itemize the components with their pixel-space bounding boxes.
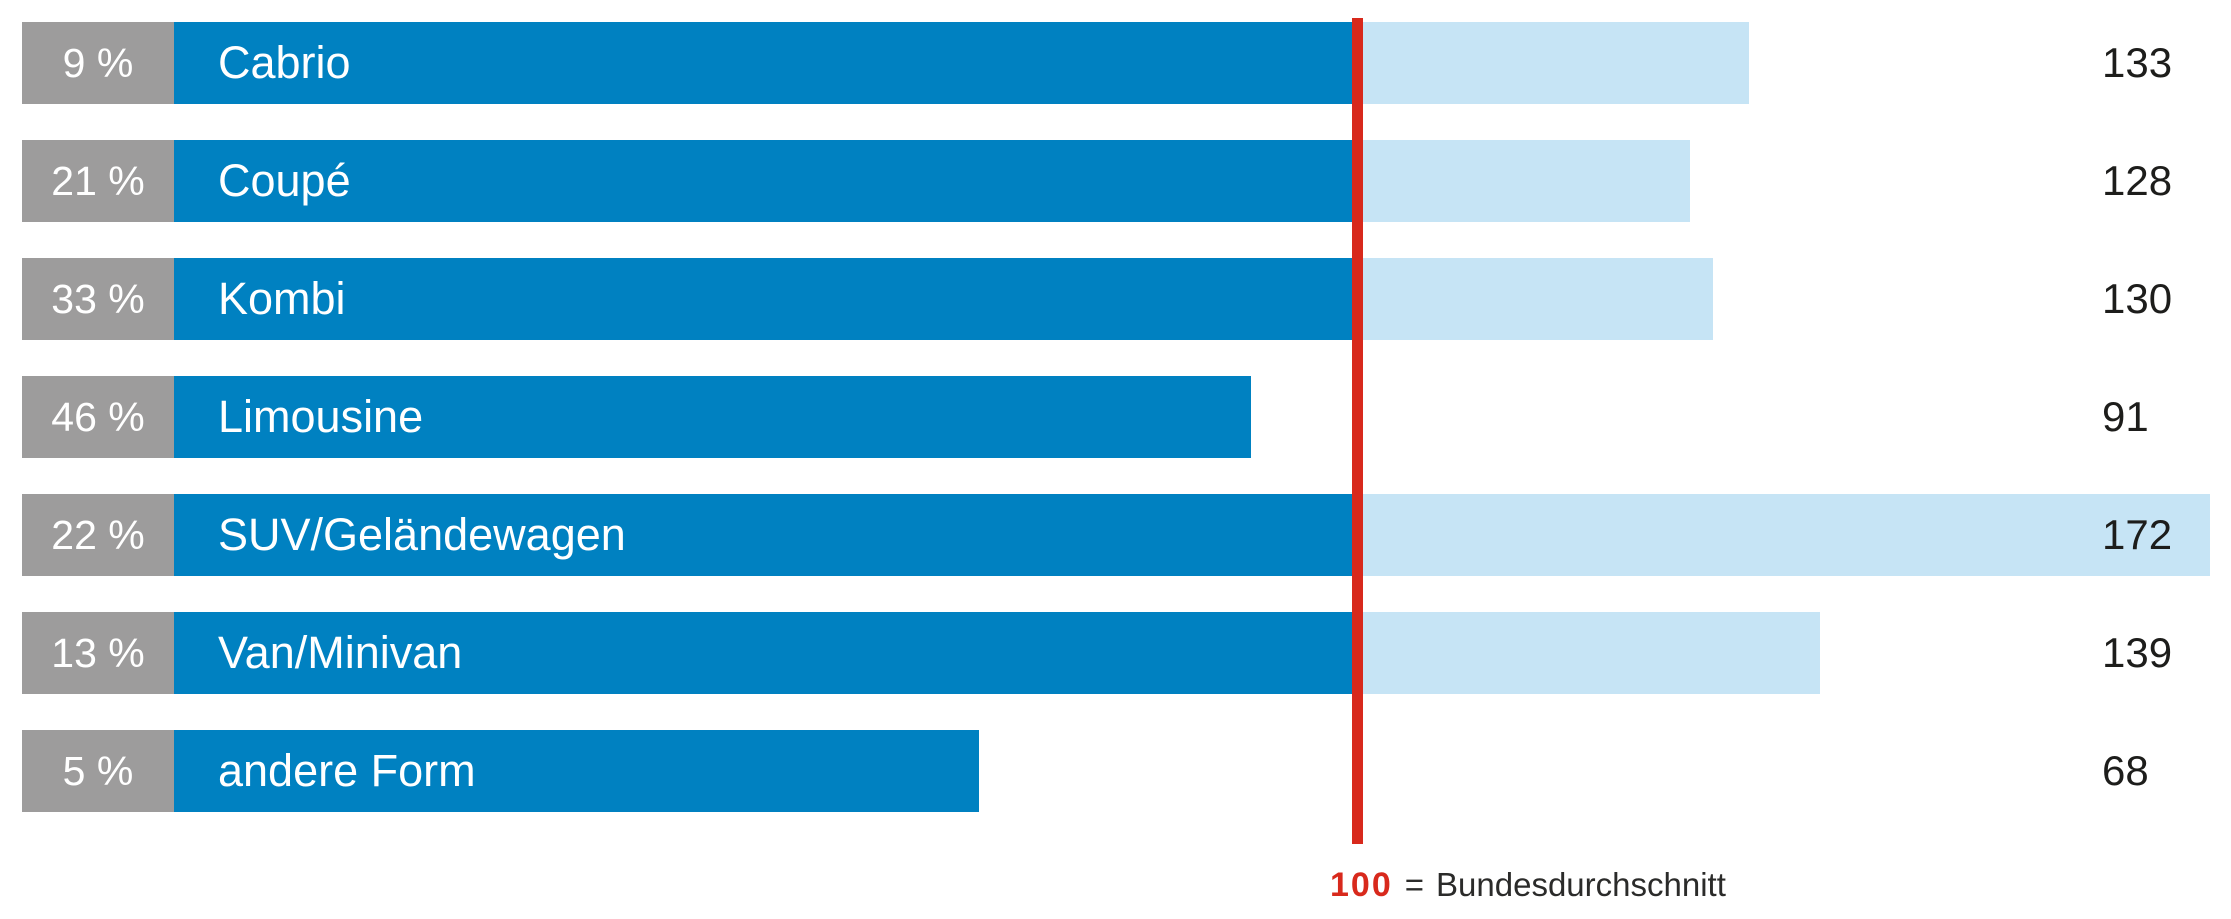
category-label: Cabrio [218, 37, 351, 88]
index-value: 133 [2102, 39, 2173, 86]
reference-caption-equals: = [1404, 866, 1425, 903]
chart-row-cabrio: 9 % Cabrio 133 [0, 22, 2231, 104]
category-label: Kombi [218, 273, 346, 324]
category-label: andere Form [218, 745, 476, 796]
percent-badge: 5 % [22, 730, 174, 812]
bar-segment-main: andere Form [174, 730, 979, 812]
percent-badge: 46 % [22, 376, 174, 458]
bar-segment-main: Van/Minivan [174, 612, 1358, 694]
category-label: Limousine [218, 391, 424, 442]
reference-caption-value: 100 [1330, 866, 1393, 904]
bar-segment-above-average [1358, 494, 2210, 576]
category-label: Coupé [218, 155, 351, 206]
index-value: 91 [2102, 393, 2149, 440]
index-value: 172 [2102, 511, 2173, 558]
category-label: Van/Minivan [218, 627, 463, 678]
bar-segment-above-average [1358, 612, 1820, 694]
index-value: 130 [2102, 275, 2173, 322]
index-value: 68 [2102, 747, 2149, 794]
chart-row-van-minivan: 13 % Van/Minivan 139 [0, 612, 2231, 694]
bar-segment-main: Kombi [174, 258, 1358, 340]
percent-badge: 13 % [22, 612, 174, 694]
bar-segment-above-average [1358, 22, 1749, 104]
category-label: SUV/Geländewagen [218, 509, 626, 560]
percent-badge: 21 % [22, 140, 174, 222]
percent-badge: 9 % [22, 22, 174, 104]
chart-row-coupe: 21 % Coupé 128 [0, 140, 2231, 222]
reference-caption-text: Bundesdurchschnitt [1436, 866, 1726, 903]
chart-row-limousine: 46 % Limousine 91 [0, 376, 2231, 458]
bar-segment-main: SUV/Geländewagen [174, 494, 1358, 576]
percent-badge: 22 % [22, 494, 174, 576]
chart-row-kombi: 33 % Kombi 130 [0, 258, 2231, 340]
reference-caption: 100 = Bundesdurchschnitt [1330, 866, 1726, 905]
reference-line-100 [1352, 18, 1363, 844]
chart-row-suv-gelaendewagen: 22 % SUV/Geländewagen 172 [0, 494, 2231, 576]
index-value: 128 [2102, 157, 2173, 204]
bar-segment-main: Limousine [174, 376, 1251, 458]
bar-segment-above-average [1358, 258, 1713, 340]
bar-segment-above-average [1358, 140, 1690, 222]
bar-segment-main: Coupé [174, 140, 1358, 222]
chart-row-andere-form: 5 % andere Form 68 [0, 730, 2231, 812]
percent-badge: 33 % [22, 258, 174, 340]
index-value: 139 [2102, 629, 2173, 676]
bar-segment-main: Cabrio [174, 22, 1358, 104]
